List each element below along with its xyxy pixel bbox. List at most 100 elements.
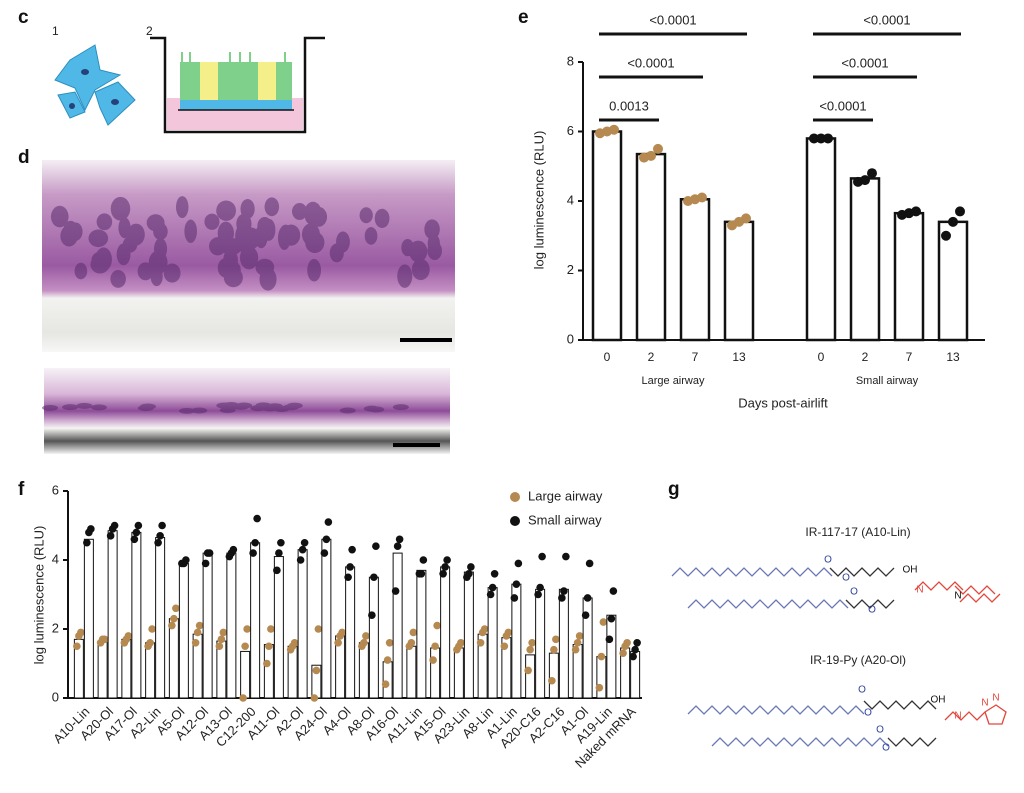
bar	[382, 661, 393, 699]
atom-label: N	[916, 585, 923, 596]
data-point	[229, 545, 238, 554]
data-point	[536, 583, 544, 592]
nucleus	[111, 199, 124, 216]
x-tick-label: 0	[604, 350, 611, 364]
bar	[416, 569, 427, 699]
nucleus	[301, 223, 320, 246]
legend-label: Large airway	[528, 488, 603, 503]
y-tick-label: 6	[52, 482, 59, 497]
data-point	[488, 583, 497, 592]
data-point	[243, 625, 251, 633]
data-point	[548, 676, 556, 685]
x-axis-label: Days post-airlift	[738, 395, 828, 410]
y-tick-label: 0	[52, 689, 59, 704]
data-point	[249, 549, 257, 557]
data-point	[552, 635, 560, 644]
nucleus	[339, 407, 356, 414]
data-point	[550, 645, 558, 654]
data-point	[562, 552, 570, 561]
data-point	[419, 556, 428, 564]
data-point	[697, 192, 707, 203]
data-point	[500, 642, 509, 651]
data-point	[100, 635, 109, 644]
nucleus	[408, 240, 428, 263]
data-point	[148, 625, 156, 633]
data-point	[476, 639, 485, 647]
data-point	[362, 632, 370, 640]
data-point	[124, 632, 133, 640]
nucleus	[424, 219, 440, 240]
x-tick-label: 2	[862, 350, 869, 364]
nucleus	[374, 208, 390, 229]
bond-chain	[954, 585, 996, 595]
nucleus	[216, 200, 236, 221]
data-point	[217, 635, 226, 644]
data-point	[73, 642, 81, 651]
panel-label: d	[18, 147, 30, 168]
p-value: <0.0001	[649, 12, 696, 27]
atom-label: O	[824, 555, 832, 566]
nucleus	[427, 241, 442, 261]
bar	[440, 566, 451, 699]
nucleus	[62, 404, 79, 411]
data-point	[480, 625, 489, 633]
nucleus	[223, 402, 240, 409]
data-point	[646, 150, 656, 161]
data-point	[629, 652, 637, 661]
nucleus	[236, 213, 252, 234]
data-point	[467, 563, 475, 571]
data-point	[653, 143, 663, 154]
bar	[548, 652, 559, 699]
data-point	[443, 556, 451, 564]
atom-label: O	[882, 743, 890, 754]
nucleus	[307, 258, 322, 282]
data-point	[486, 590, 495, 599]
atom-label: N	[981, 698, 988, 709]
bond-chain	[887, 737, 937, 747]
histology-image	[44, 368, 450, 454]
bond-chain	[914, 581, 964, 591]
data-point	[490, 570, 499, 578]
bar	[893, 211, 925, 342]
bar	[321, 538, 332, 699]
data-point	[191, 639, 200, 647]
data-point	[346, 563, 354, 571]
data-point	[609, 587, 618, 595]
y-tick-label: 0	[567, 331, 574, 346]
y-tick-label: 2	[52, 620, 59, 635]
data-point	[409, 628, 418, 637]
data-point	[955, 206, 965, 217]
compound-name: IR-117-17 (A10-Lin)	[805, 525, 910, 539]
nucleus	[273, 405, 290, 412]
data-point	[585, 559, 594, 568]
bar	[287, 645, 298, 699]
y-tick-label: 6	[567, 123, 574, 138]
bar	[558, 588, 569, 699]
bar	[849, 177, 881, 342]
nucleus	[184, 219, 197, 243]
y-tick-label: 2	[567, 262, 574, 277]
bond-chain	[671, 567, 833, 577]
data-point	[741, 213, 751, 224]
bar	[345, 566, 356, 699]
data-point	[195, 621, 204, 630]
nucleus	[90, 404, 107, 411]
nucleus	[236, 402, 253, 409]
transwell-diagram	[150, 36, 325, 134]
data-point	[595, 683, 604, 692]
data-point	[170, 614, 178, 623]
data-point	[205, 549, 214, 557]
data-point	[441, 563, 449, 571]
data-point	[215, 642, 224, 651]
data-point	[253, 514, 261, 523]
data-point	[514, 559, 523, 568]
data-point	[581, 611, 590, 619]
bar	[131, 531, 142, 699]
bond-chain	[863, 700, 937, 710]
nucleus	[397, 264, 413, 288]
atom-label: N	[954, 591, 961, 602]
bar	[168, 618, 179, 699]
data-point	[314, 625, 323, 633]
